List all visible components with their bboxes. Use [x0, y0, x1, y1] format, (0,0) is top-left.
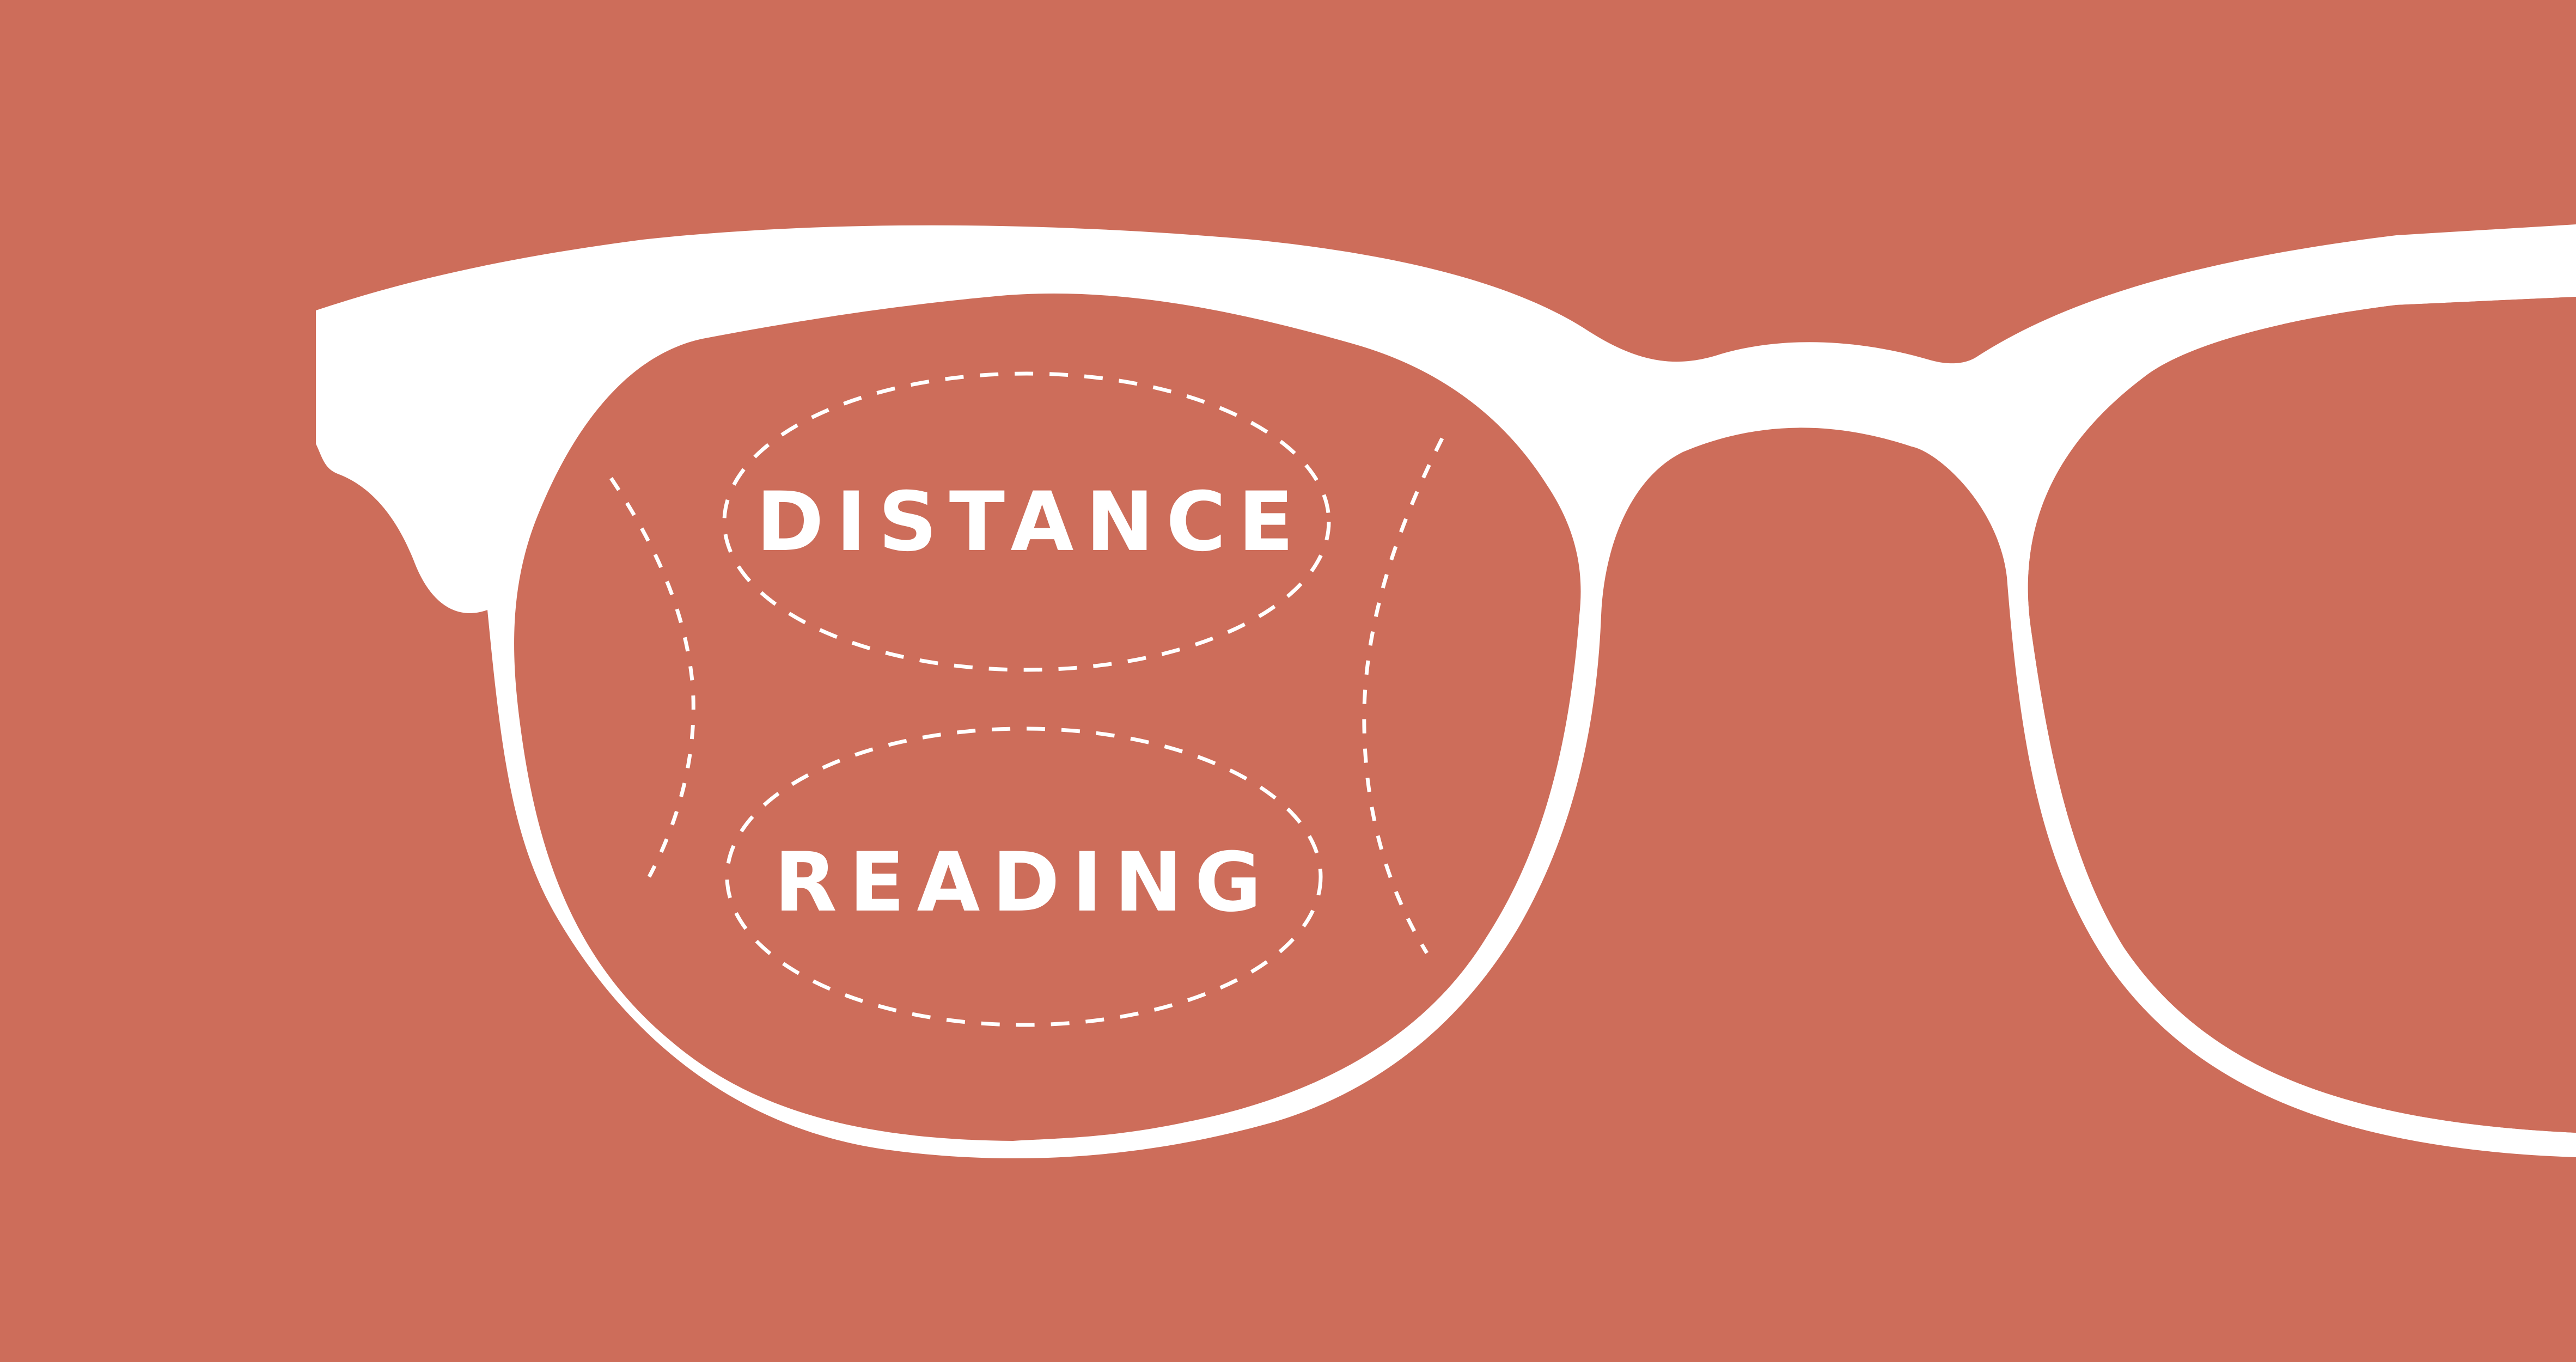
reading-zone-outline	[725, 726, 1323, 1027]
left-lens-opening	[514, 294, 1581, 1141]
distance-zone-outline	[722, 371, 1331, 672]
reading-zone-label: READING	[774, 835, 1273, 930]
distance-zone-label: DISTANCE	[756, 475, 1305, 570]
eyeglasses-frame-icon	[316, 224, 2576, 1159]
distance-zone: DISTANCE	[722, 371, 1331, 672]
left-corridor-outline	[609, 477, 695, 878]
right-corridor-outline	[1362, 437, 1444, 954]
right-lens-opening	[2028, 297, 2576, 1133]
reading-zone: READING	[725, 726, 1323, 1027]
